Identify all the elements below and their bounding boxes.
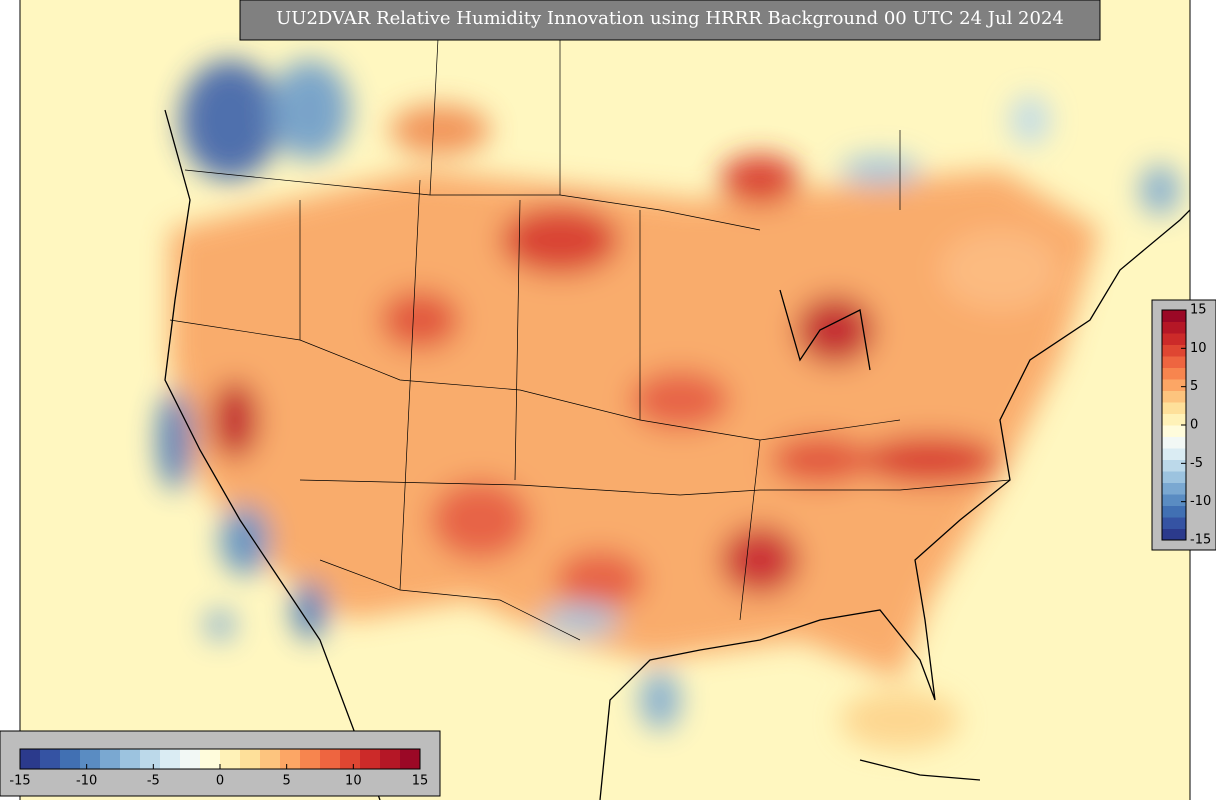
- colorbar-tick-label: 10: [345, 774, 362, 789]
- colorbar-tick-label: 15: [1190, 303, 1207, 318]
- colorbar-segment: [280, 749, 301, 769]
- colorbar-segment: [1162, 390, 1186, 403]
- borders: [169, 0, 1011, 641]
- colorbar-tick-label: -5: [147, 774, 160, 789]
- colorbar-segment: [1162, 413, 1186, 426]
- colorbar-tick-label: -15: [9, 774, 30, 789]
- colorbar-segment: [1162, 482, 1186, 495]
- colorbar-segment: [1162, 321, 1186, 334]
- colorbar-segment: [200, 749, 221, 769]
- colorbar-segment: [20, 749, 41, 769]
- colorbar-segment: [220, 749, 241, 769]
- colorbar-segment: [300, 749, 321, 769]
- colorbar-segment: [100, 749, 121, 769]
- colorbar-segment: [1162, 436, 1186, 449]
- field: [20, 0, 1190, 800]
- colorbar-segment: [1162, 356, 1186, 368]
- colorbar-segment: [1162, 333, 1186, 345]
- colorbar-segment: [1162, 402, 1186, 414]
- colorbar-horizontal: -15 -10 -5 0 5 10 15: [9, 748, 429, 789]
- colorbar-segment: [1162, 517, 1186, 529]
- colorbar-tick-label: 5: [1190, 379, 1198, 394]
- colorbar-segment: [80, 749, 101, 769]
- colorbar-segment: [1162, 379, 1186, 391]
- colorbar-tick-label: 0: [1190, 418, 1198, 433]
- colorbar-tick-label: -5: [1190, 456, 1203, 471]
- colorbar-tick-label: 10: [1190, 341, 1207, 356]
- colorbar-segment: [1162, 310, 1186, 322]
- colorbar-tick-label: 5: [283, 774, 291, 789]
- colorbar-segment: [400, 749, 421, 769]
- colorbar-segment: [320, 749, 341, 769]
- colorbar-segment: [1162, 344, 1186, 357]
- colorbar-segment: [260, 749, 281, 769]
- colorbar-vertical: -15 -10 -5 0 5 10 15: [1161, 303, 1211, 548]
- colorbar-segment: [1162, 459, 1186, 472]
- colorbar-segment: [140, 749, 161, 769]
- colorbar-segment: [1162, 494, 1186, 506]
- colorbar-tick-label: -15: [1190, 533, 1211, 548]
- colorbar-segment: [1162, 528, 1186, 541]
- colorbar-segment: [240, 749, 261, 769]
- colorbar-segment: [1162, 505, 1186, 518]
- title-box: [239, 0, 1101, 41]
- colorbar-segment: [1162, 425, 1186, 437]
- colorbar-tick-label: 0: [216, 774, 224, 789]
- colorbar-segment: [1162, 471, 1186, 483]
- colorbar-segment: [60, 749, 81, 769]
- colorbar-segment: [340, 749, 361, 769]
- colorbar-segment: [380, 749, 401, 769]
- colorbar-segment: [1162, 367, 1186, 380]
- coastline: [164, 109, 1190, 800]
- colorbar-segment: [40, 749, 61, 769]
- colorbar-segment: [180, 749, 201, 769]
- title: UU2DVAR Relative Humidity Innovation usi…: [276, 8, 1064, 29]
- colorbar-segment: [1162, 448, 1186, 460]
- colorbar-tick-label: -10: [1190, 494, 1211, 509]
- colorbar-segment: [360, 749, 381, 769]
- colorbar-tick-label: -10: [76, 774, 97, 789]
- colorbar-tick-label: 15: [412, 774, 429, 789]
- colorbar-segment: [120, 749, 141, 769]
- colorbar-segment: [160, 749, 181, 769]
